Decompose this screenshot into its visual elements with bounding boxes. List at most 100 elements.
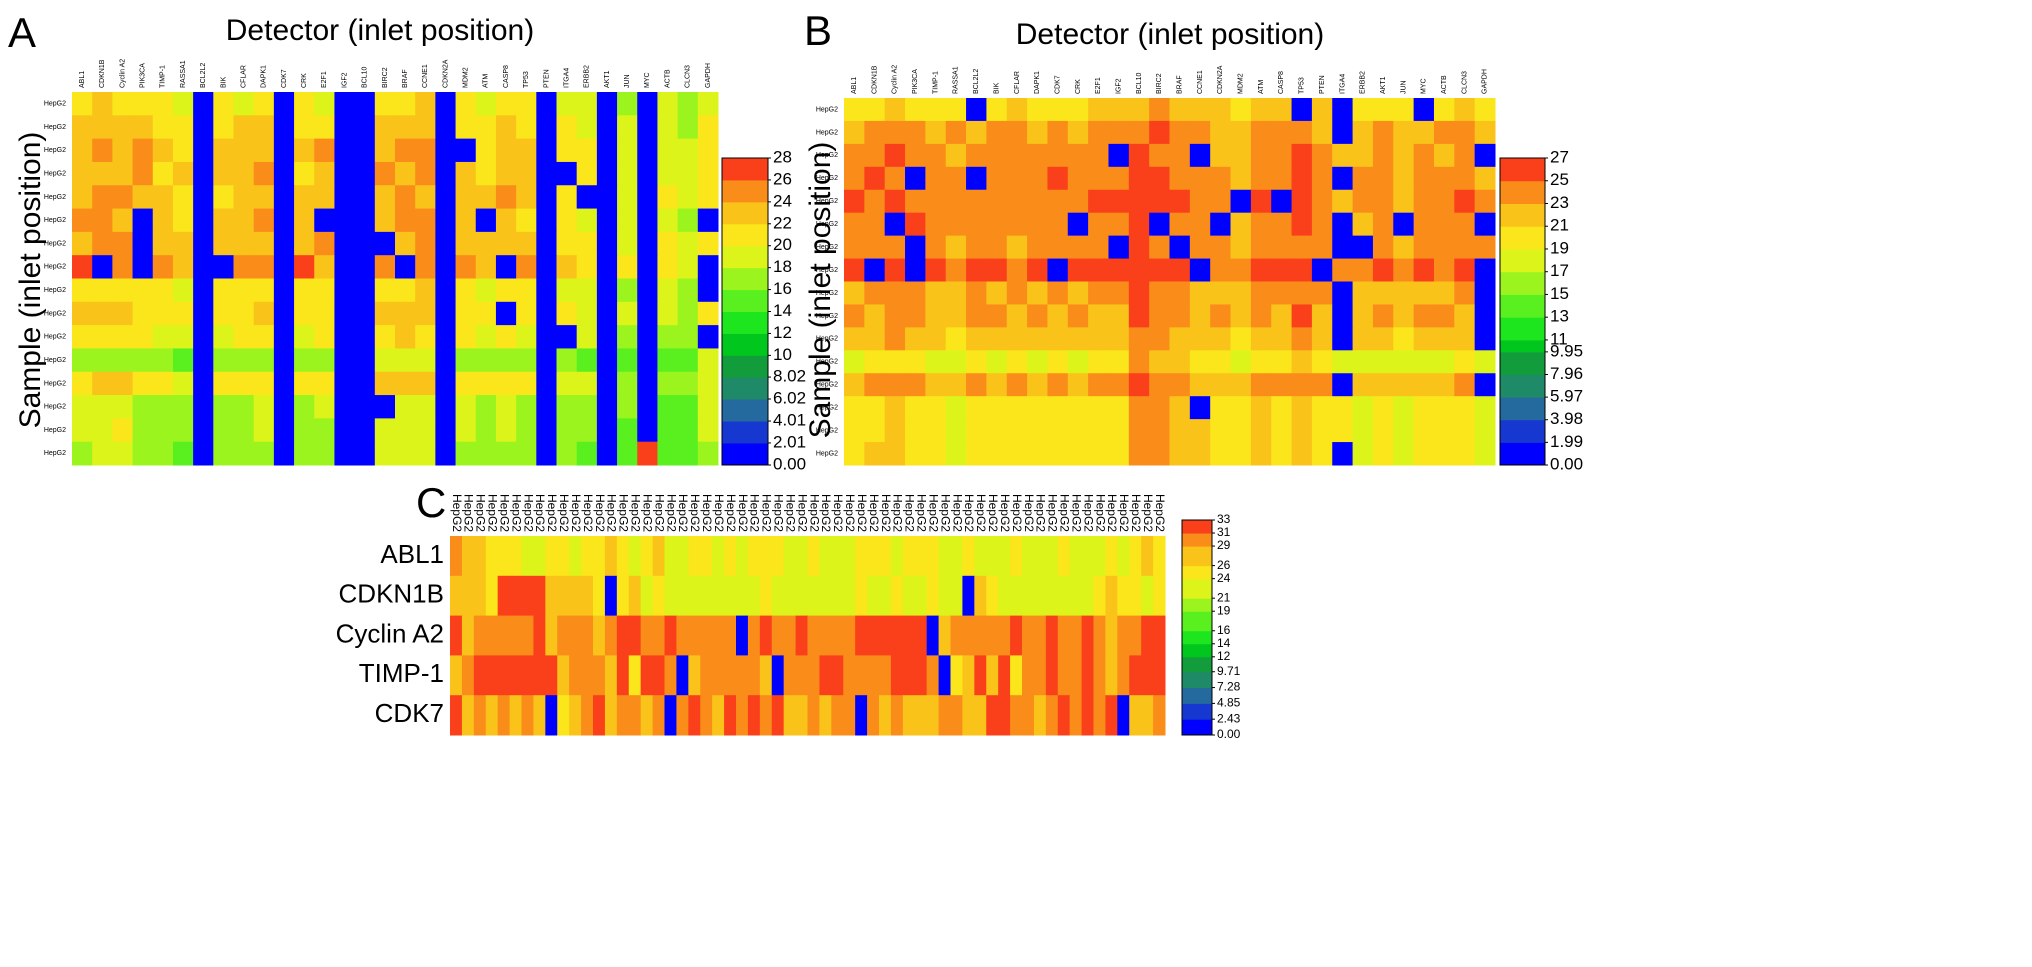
heatmap-cell xyxy=(1352,350,1374,374)
heatmap-cell xyxy=(1210,350,1232,374)
heatmap-cell xyxy=(844,258,865,282)
heatmap-cell xyxy=(556,231,578,256)
heatmap-cell xyxy=(1271,373,1293,397)
column-label: TP53 xyxy=(523,71,530,88)
heatmap-cell xyxy=(1332,235,1354,260)
heatmap-cell xyxy=(92,301,113,326)
heatmap-cell xyxy=(966,166,987,191)
heatmap-cell xyxy=(831,695,844,736)
heatmap-cell xyxy=(395,231,416,256)
heatmap-cell xyxy=(1108,396,1130,420)
heatmap-cell xyxy=(617,161,638,186)
heatmap-cell xyxy=(1047,166,1069,191)
heatmap-cell xyxy=(374,441,396,466)
colorbar-swatch xyxy=(1182,703,1212,720)
heatmap-cell xyxy=(294,278,315,303)
heatmap-cell xyxy=(986,396,1008,420)
heatmap-cell xyxy=(864,98,886,122)
heatmap-cell xyxy=(1372,373,1394,397)
heatmap-cell xyxy=(1006,396,1028,420)
heatmap-cell xyxy=(1474,373,1496,397)
heatmap-cell xyxy=(112,185,134,210)
heatmap-cell xyxy=(1027,98,1048,122)
heatmap-cell xyxy=(1433,419,1455,443)
heatmap-cell xyxy=(294,325,315,349)
column-label: HepG2 xyxy=(497,494,511,532)
heatmap-cell xyxy=(193,231,214,256)
heatmap-cell xyxy=(966,373,987,397)
heatmap-cell xyxy=(617,115,638,140)
row-label: HepG2 xyxy=(44,427,66,434)
heatmap-cell xyxy=(1454,281,1476,305)
heatmap-cell xyxy=(1250,189,1272,214)
heatmap-cell xyxy=(112,278,134,303)
heatmap-cell xyxy=(1189,235,1211,260)
heatmap-cell xyxy=(637,371,658,396)
heatmap-cell xyxy=(495,185,517,210)
colorbar-tick-label: 24 xyxy=(1217,571,1231,585)
heatmap-cell xyxy=(1393,396,1415,420)
heatmap-cell xyxy=(1250,120,1272,145)
heatmap-cell xyxy=(1393,120,1415,145)
heatmap-cell xyxy=(415,115,436,140)
heatmap-cell xyxy=(536,255,557,279)
heatmap-cell xyxy=(576,161,598,186)
heatmap-cell xyxy=(676,695,689,736)
heatmap-cell xyxy=(864,189,886,214)
heatmap-cell xyxy=(1352,373,1374,397)
column-label: HepG2 xyxy=(795,494,809,532)
heatmap-cell xyxy=(902,536,916,577)
heatmap-cell xyxy=(596,115,618,140)
heatmap-cell xyxy=(1332,396,1354,420)
column-label: HepG2 xyxy=(474,494,488,532)
heatmap-cell xyxy=(1189,143,1211,168)
heatmap-cell xyxy=(132,418,154,443)
colorbar-swatch xyxy=(1182,656,1212,673)
heatmap-cell xyxy=(1006,442,1028,466)
heatmap-cell xyxy=(557,655,570,696)
heatmap-cell xyxy=(1027,396,1048,420)
column-label: TP53 xyxy=(1299,77,1306,94)
heatmap-cell xyxy=(1169,98,1191,122)
heatmap-cell xyxy=(533,695,546,736)
heatmap-cell xyxy=(844,120,865,145)
heatmap-cell xyxy=(1088,166,1109,191)
column-label: JUN xyxy=(1400,80,1407,94)
heatmap-cell xyxy=(172,278,194,303)
heatmap-cell xyxy=(92,255,113,279)
heatmap-cell xyxy=(925,189,947,214)
heatmap-cell xyxy=(843,695,856,736)
heatmap-cell xyxy=(637,208,658,233)
heatmap-cell xyxy=(132,301,154,326)
heatmap-cell xyxy=(844,327,865,351)
heatmap-cell xyxy=(495,231,517,256)
colorbar-swatch xyxy=(1500,419,1545,443)
heatmap-cell xyxy=(945,442,967,466)
colorbar-tick-label: 12 xyxy=(773,323,792,342)
heatmap-cell xyxy=(1271,442,1293,466)
heatmap-cell xyxy=(569,615,582,656)
heatmap-cell xyxy=(435,255,457,279)
heatmap-cell xyxy=(1230,212,1252,237)
heatmap-cell xyxy=(986,655,999,696)
heatmap-cell xyxy=(855,695,868,736)
heatmap-cell xyxy=(1474,212,1496,237)
heatmap-cell xyxy=(533,536,546,577)
colorbar-swatch xyxy=(722,158,768,181)
heatmap-cell xyxy=(152,348,174,373)
y-axis-label: Sample (inlet position) xyxy=(804,142,837,439)
column-label: HepG2 xyxy=(843,494,857,532)
heatmap-cell xyxy=(1128,442,1150,466)
heatmap-cell xyxy=(233,231,255,256)
heatmap-cell xyxy=(925,143,947,168)
heatmap-cell xyxy=(435,395,457,419)
heatmap-cell xyxy=(1088,212,1109,237)
heatmap-cell xyxy=(233,371,255,396)
heatmap-cell xyxy=(771,615,785,656)
heatmap-cell xyxy=(1006,166,1028,191)
heatmap-cell xyxy=(581,536,594,577)
heatmap-cell xyxy=(314,441,335,466)
heatmap-cell xyxy=(596,418,618,443)
heatmap-cell xyxy=(132,161,154,186)
column-label: CDKN1B xyxy=(99,59,106,88)
